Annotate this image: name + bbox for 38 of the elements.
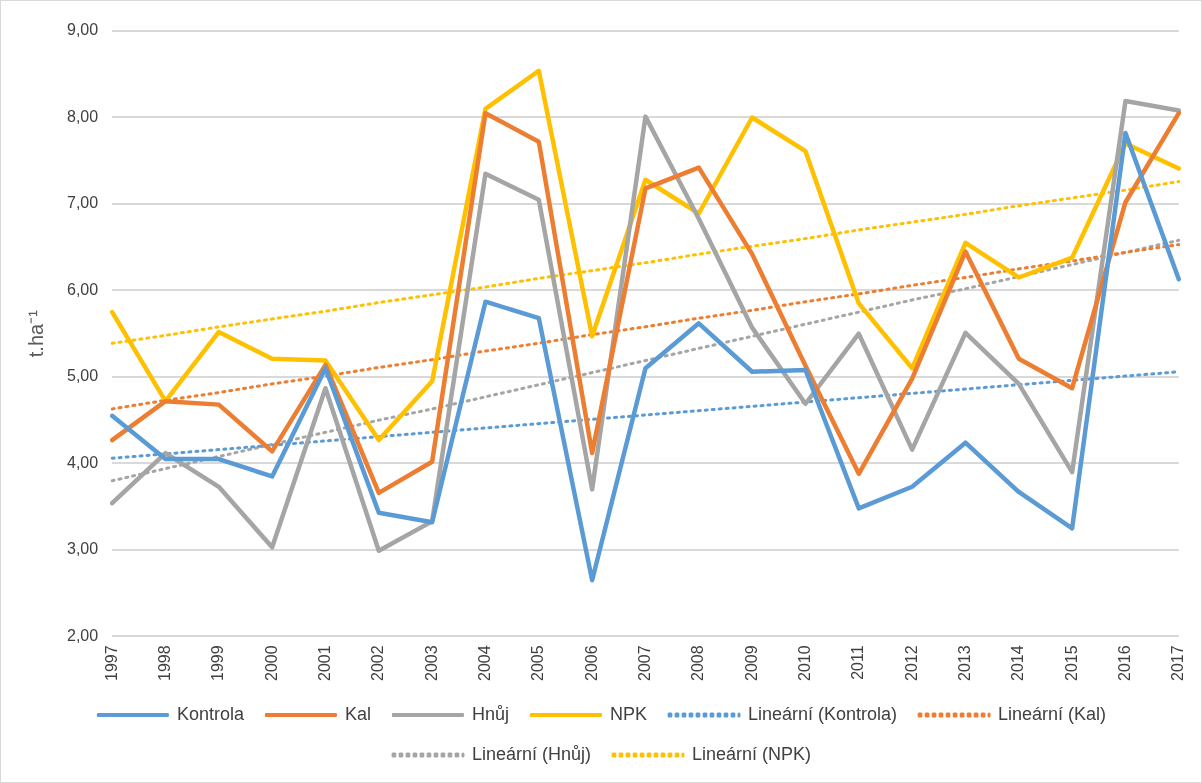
x-tick-label: 2009 <box>742 645 760 681</box>
x-tick-label: 2016 <box>1115 645 1133 681</box>
y-tick-label: 4,00 <box>67 453 99 471</box>
legend-label: NPK <box>609 703 647 724</box>
x-tick-label: 2012 <box>902 645 920 681</box>
y-axis-title: t.ha⁻¹ <box>24 309 47 358</box>
y-tick-label: 2,00 <box>67 626 99 644</box>
x-tick-label: 2015 <box>1062 645 1080 681</box>
legend-label: Lineární (Kontrola) <box>747 703 898 724</box>
x-tick-label: 2004 <box>475 645 493 681</box>
x-tick-label: 1997 <box>102 645 120 681</box>
legend-label: Kontrola <box>176 703 245 724</box>
legend-label: Hnůj <box>471 703 509 724</box>
x-tick-label: 2006 <box>582 645 600 681</box>
x-tick-label: 2017 <box>1169 645 1187 681</box>
legend-label: Kal <box>344 703 371 724</box>
y-tick-label: 5,00 <box>67 367 99 385</box>
legend-label: Lineární (Kal) <box>998 703 1107 724</box>
x-tick-label: 2001 <box>315 645 333 681</box>
x-tick-label: 2000 <box>262 645 280 681</box>
x-tick-label: 2002 <box>369 645 387 681</box>
x-tick-label: 2011 <box>849 645 867 680</box>
x-tick-label: 1998 <box>155 645 173 681</box>
y-tick-label: 3,00 <box>67 540 99 558</box>
x-tick-label: 2005 <box>529 645 547 681</box>
legend-label: Lineární (NPK) <box>692 743 812 764</box>
x-tick-label: 2013 <box>955 645 973 681</box>
y-tick-label: 8,00 <box>67 107 99 125</box>
y-tick-label: 6,00 <box>67 280 99 298</box>
x-tick-label: 2007 <box>635 645 653 681</box>
y-tick-label: 7,00 <box>67 194 99 212</box>
x-tick-label: 2008 <box>689 645 707 681</box>
x-tick-label: 2010 <box>795 645 813 681</box>
x-tick-label: 1999 <box>209 645 227 681</box>
legend-label: Lineární (Hnůj) <box>471 743 592 764</box>
x-tick-label: 2014 <box>1009 645 1027 681</box>
x-tick-label: 2003 <box>422 645 440 681</box>
y-tick-label: 9,00 <box>67 21 99 39</box>
